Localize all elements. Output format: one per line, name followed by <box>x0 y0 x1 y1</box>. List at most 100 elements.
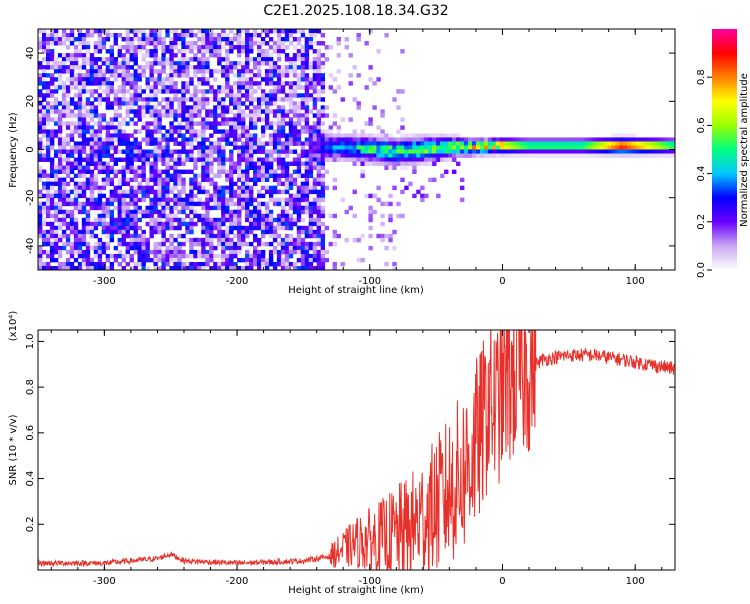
heatmap-cell <box>284 265 290 270</box>
heatmap-cell <box>173 249 178 255</box>
heatmap-cell <box>376 157 381 162</box>
heatmap-cell <box>165 205 170 211</box>
heatmap-cell <box>161 261 166 267</box>
heatmap-cell <box>189 261 194 267</box>
heatmap-cell <box>452 169 457 174</box>
heatmap-cell <box>153 37 158 42</box>
heatmap-cell <box>237 249 242 255</box>
heatmap-cell <box>296 169 302 174</box>
heatmap-cell <box>121 181 126 187</box>
heatmap-cell <box>316 177 322 183</box>
heatmap-cell <box>137 49 142 54</box>
heatmap-cell <box>229 133 234 138</box>
heatmap-cell <box>312 85 318 90</box>
heatmap-cell <box>256 217 262 223</box>
heatmap-cell <box>264 261 270 267</box>
heatmap-cell <box>384 165 389 170</box>
heatmap-cell <box>93 121 99 126</box>
heatmap-cell <box>316 125 322 130</box>
heatmap-cell <box>169 265 174 270</box>
heatmap-cell <box>217 237 222 243</box>
heatmap-cell <box>396 157 401 162</box>
heatmap-cell <box>400 157 405 162</box>
heatmap-cell <box>97 29 103 34</box>
heatmap-cell <box>280 149 286 154</box>
heatmap-cell <box>201 93 206 98</box>
heatmap-cell <box>352 157 357 162</box>
heatmap-cell <box>249 45 254 50</box>
heatmap-cell <box>93 157 99 162</box>
heatmap-cell <box>89 173 95 179</box>
heatmap-cell <box>316 129 322 134</box>
heatmap-cell <box>65 153 71 158</box>
heatmap-cell <box>141 165 146 170</box>
heatmap-cell <box>499 153 505 158</box>
heatmap-cell <box>296 129 302 134</box>
heatmap-cell <box>53 41 59 46</box>
heatmap-cell <box>225 137 230 142</box>
heatmap-cell <box>671 145 675 150</box>
heatmap-cell <box>169 125 174 130</box>
heatmap-cell <box>225 233 230 239</box>
heatmap-cell <box>157 57 162 62</box>
heatmap-cell <box>41 157 47 162</box>
heatmap-cell <box>153 201 158 207</box>
heatmap-cell <box>105 173 111 179</box>
heatmap-cell <box>129 197 134 203</box>
heatmap-cell <box>173 161 178 166</box>
heatmap-cell <box>296 137 302 142</box>
heatmap-cell <box>73 149 79 154</box>
heatmap-cell <box>213 69 218 74</box>
heatmap-cell <box>233 221 238 227</box>
heatmap-cell <box>237 193 242 199</box>
heatmap-cell <box>165 249 170 255</box>
heatmap-cell <box>137 141 142 146</box>
heatmap-cell <box>185 121 190 126</box>
heatmap-cell <box>137 189 142 195</box>
heatmap-cell <box>41 209 47 215</box>
heatmap-cell <box>145 133 150 138</box>
heatmap-cell <box>201 53 206 58</box>
heatmap-cell <box>69 161 75 166</box>
heatmap-cell <box>133 37 138 42</box>
heatmap-cell <box>125 109 130 114</box>
heatmap-cell <box>205 149 210 154</box>
heatmap-cell <box>276 65 282 70</box>
heatmap-cell <box>328 129 334 134</box>
heatmap-cell <box>181 33 186 38</box>
heatmap-cell <box>85 225 91 231</box>
heatmap-cell <box>284 133 290 138</box>
heatmap-cell <box>101 241 107 247</box>
heatmap-cell <box>113 125 119 130</box>
heatmap-cell <box>272 101 278 106</box>
heatmap-cell <box>360 133 365 138</box>
heatmap-cell <box>260 57 266 62</box>
heatmap-cell <box>209 241 214 247</box>
heatmap-cell <box>125 81 130 86</box>
heatmap-cell <box>145 101 150 106</box>
heatmap-cell <box>117 85 123 90</box>
heatmap-cell <box>109 145 115 150</box>
heatmap-cell <box>252 121 258 126</box>
heatmap-cell <box>169 53 174 58</box>
heatmap-cell <box>260 129 266 134</box>
heatmap-cell <box>38 217 43 223</box>
heatmap-cell <box>73 53 79 58</box>
heatmap-cell <box>109 253 115 259</box>
heatmap-cell <box>61 81 67 86</box>
heatmap-cell <box>320 165 326 170</box>
heatmap-cell <box>197 109 202 114</box>
heatmap-cell <box>145 177 150 183</box>
heatmap-cell <box>380 221 385 227</box>
heatmap-cell <box>169 69 174 74</box>
heatmap-cell <box>77 53 83 58</box>
heatmap-cell <box>53 101 59 106</box>
heatmap-cell <box>288 117 294 122</box>
heatmap-cell <box>45 117 51 122</box>
heatmap-cell <box>89 233 95 239</box>
heatmap-cell <box>73 237 79 243</box>
heatmap-cell <box>129 41 134 46</box>
heatmap-cell <box>165 225 170 231</box>
heatmap-cell <box>201 61 206 66</box>
heatmap-cell <box>260 173 266 179</box>
